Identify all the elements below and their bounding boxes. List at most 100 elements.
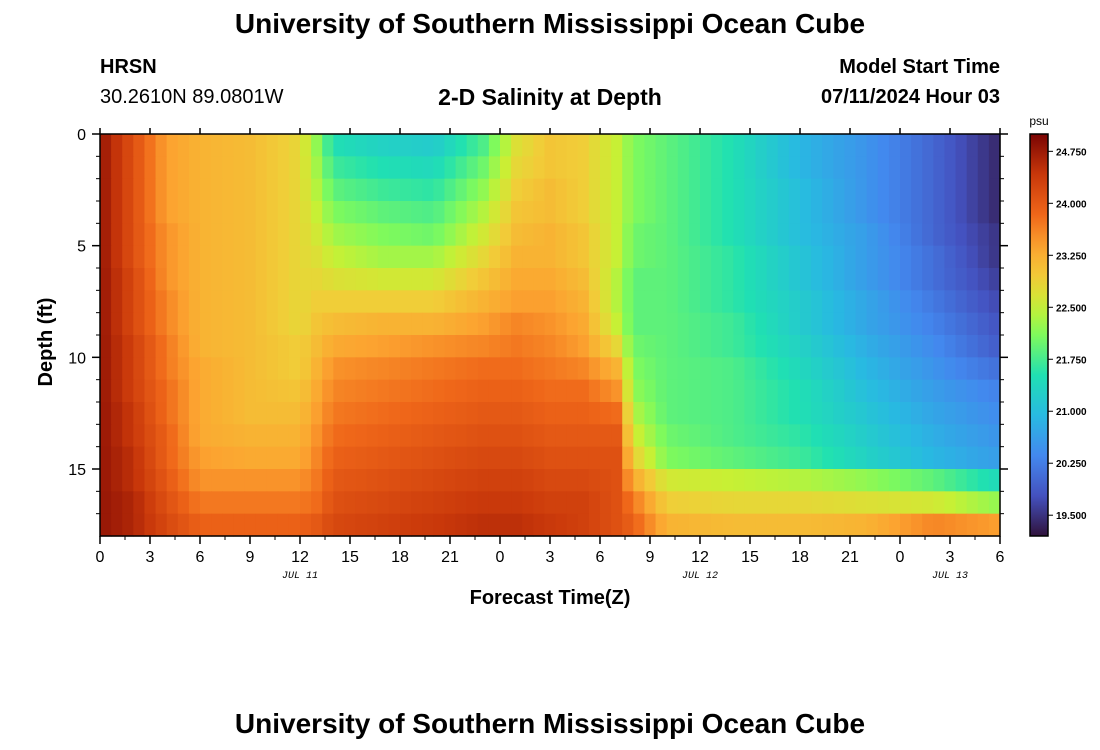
heatmap-cell bbox=[911, 290, 923, 314]
heatmap-cell bbox=[500, 379, 512, 403]
heatmap-cell bbox=[833, 290, 846, 314]
heatmap-cell bbox=[822, 178, 834, 202]
heatmap-cell bbox=[422, 223, 434, 247]
heatmap-cell bbox=[988, 513, 1001, 537]
heatmap-cell bbox=[433, 335, 446, 358]
heatmap-cell bbox=[755, 379, 768, 403]
heatmap-cell bbox=[433, 402, 446, 425]
heatmap-cell bbox=[622, 223, 634, 247]
x-tick-label: 18 bbox=[791, 549, 809, 566]
model-start-value: 07/11/2024 Hour 03 bbox=[820, 86, 1000, 108]
heatmap-cell bbox=[866, 223, 879, 247]
heatmap-cell bbox=[833, 268, 846, 291]
heatmap-cell bbox=[400, 134, 412, 157]
colorbar-tick-label: 21.750 bbox=[1056, 355, 1087, 366]
heatmap-cell bbox=[677, 491, 690, 515]
heatmap-cell bbox=[522, 178, 534, 202]
heatmap-cell bbox=[677, 290, 690, 314]
heatmap-cell bbox=[733, 156, 746, 180]
heatmap-cell bbox=[500, 178, 512, 202]
heatmap-cell bbox=[255, 223, 268, 247]
heatmap-cell bbox=[866, 335, 879, 358]
heatmap-cell bbox=[433, 491, 446, 515]
heatmap-cell bbox=[611, 424, 623, 448]
heatmap-cell bbox=[822, 245, 834, 269]
heatmap-cell bbox=[766, 446, 779, 470]
heatmap-cell bbox=[266, 268, 279, 291]
heatmap-cell bbox=[677, 357, 690, 381]
heatmap-cell bbox=[966, 357, 979, 381]
heatmap-cell bbox=[522, 201, 534, 224]
heatmap-cell bbox=[311, 513, 323, 537]
heatmap-cell bbox=[100, 335, 112, 358]
heatmap-cell bbox=[166, 178, 179, 202]
heatmap-cell bbox=[822, 156, 834, 180]
heatmap-cell bbox=[322, 446, 334, 470]
heatmap-cell bbox=[333, 178, 346, 202]
heatmap-cell bbox=[922, 424, 934, 448]
heatmap-cell bbox=[288, 268, 301, 291]
heatmap-cell bbox=[755, 424, 768, 448]
heatmap-cell bbox=[722, 491, 734, 515]
heatmap-cell bbox=[633, 312, 646, 336]
heatmap-cell bbox=[522, 402, 534, 425]
heatmap-cell bbox=[166, 134, 179, 157]
heatmap-cell bbox=[400, 424, 412, 448]
heatmap-cell bbox=[733, 134, 746, 157]
heatmap-cell bbox=[322, 469, 334, 492]
heatmap-cell bbox=[133, 201, 146, 224]
heatmap-cell bbox=[944, 268, 957, 291]
heatmap-cell bbox=[877, 335, 890, 358]
heatmap-cell bbox=[233, 134, 246, 157]
heatmap-cell bbox=[144, 268, 157, 291]
heatmap-cell bbox=[166, 469, 179, 492]
heatmap-cell bbox=[155, 156, 168, 180]
date-label: JUL 11 bbox=[282, 571, 318, 582]
heatmap-cell bbox=[444, 446, 457, 470]
heatmap-cell bbox=[744, 223, 757, 247]
heatmap-cell bbox=[988, 469, 1001, 492]
heatmap-cell bbox=[355, 312, 368, 336]
heatmap-cell bbox=[522, 312, 534, 336]
heatmap-cell bbox=[155, 402, 168, 425]
heatmap-cell bbox=[833, 156, 846, 180]
heatmap-cell bbox=[411, 312, 423, 336]
heatmap-cell bbox=[966, 156, 979, 180]
heatmap-cell bbox=[333, 290, 346, 314]
heatmap-cell bbox=[444, 357, 457, 381]
heatmap-cell bbox=[900, 156, 912, 180]
heatmap-cell bbox=[844, 134, 857, 157]
heatmap-cell bbox=[833, 469, 846, 492]
heatmap-cell bbox=[755, 357, 768, 381]
heatmap-cell bbox=[100, 402, 112, 425]
heatmap-cell bbox=[722, 156, 734, 180]
heatmap-cell bbox=[755, 491, 768, 515]
heatmap-cell bbox=[577, 134, 590, 157]
heatmap-cell bbox=[188, 424, 201, 448]
heatmap-cell bbox=[300, 201, 312, 224]
heatmap-cell bbox=[377, 290, 390, 314]
heatmap-cell bbox=[977, 201, 990, 224]
heatmap-cell bbox=[355, 201, 368, 224]
heatmap-cell bbox=[788, 469, 801, 492]
heatmap-cell bbox=[411, 134, 423, 157]
heatmap-cell bbox=[344, 178, 357, 202]
heatmap-cell bbox=[600, 491, 612, 515]
heatmap-cell bbox=[111, 245, 123, 269]
heatmap-cell bbox=[311, 446, 323, 470]
heatmap-cell bbox=[244, 402, 257, 425]
heatmap-cell bbox=[911, 178, 923, 202]
heatmap-cell bbox=[400, 357, 412, 381]
heatmap-cell bbox=[622, 178, 634, 202]
heatmap-cell bbox=[300, 134, 312, 157]
heatmap-cell bbox=[144, 513, 157, 537]
heatmap-cell bbox=[633, 223, 646, 247]
heatmap-cell bbox=[700, 402, 712, 425]
heatmap-cell bbox=[844, 312, 857, 336]
heatmap-cell bbox=[277, 156, 290, 180]
heatmap-cell bbox=[166, 335, 179, 358]
heatmap-cell bbox=[233, 402, 246, 425]
heatmap-cell bbox=[100, 446, 112, 470]
heatmap-cell bbox=[566, 491, 579, 515]
